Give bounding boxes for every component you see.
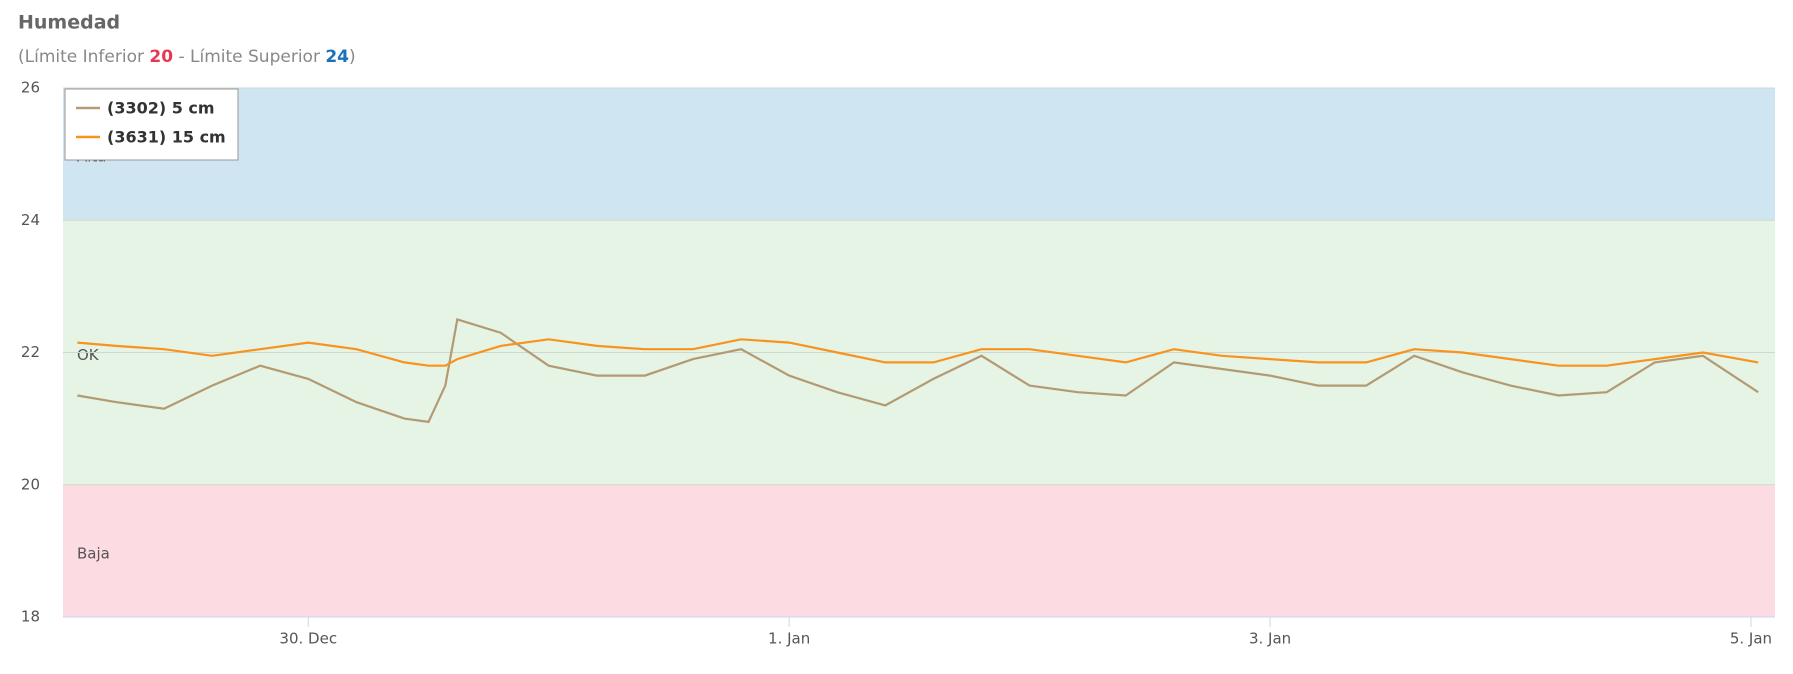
subtitle-suffix: ) [349, 47, 356, 67]
y-tick-label: 18 [21, 608, 40, 626]
y-tick-label: 20 [21, 475, 40, 493]
upper-limit: 24 [325, 47, 349, 67]
chart-title: Humedad [18, 12, 120, 34]
lower-limit: 20 [149, 47, 173, 67]
legend: (3302) 5 cm (3631) 15 cm [64, 88, 239, 161]
band-label: Baja [77, 544, 110, 562]
legend-label: (3631) 15 cm [107, 128, 226, 147]
y-tick-label: 22 [21, 343, 40, 361]
series-line [77, 317, 1759, 424]
series-line [77, 338, 1759, 367]
x-tick-label: 3. Jan [1249, 630, 1291, 648]
legend-box [64, 88, 239, 161]
chart-subtitle: (Límite Inferior 20 - Límite Superior 24… [18, 47, 356, 67]
y-tick-label: 26 [21, 79, 40, 97]
legend-label: (3302) 5 cm [107, 99, 215, 118]
x-tick-label: 30. Dec [279, 630, 337, 648]
x-tick-label: 5. Jan [1730, 630, 1772, 648]
subtitle-prefix: (Límite Inferior [18, 47, 144, 67]
y-tick-label: 24 [21, 211, 40, 229]
band-label: OK [77, 346, 100, 364]
plot-band [63, 88, 1775, 221]
plot-band [63, 484, 1775, 617]
subtitle-separator: - Límite Superior [178, 47, 319, 67]
x-tick-label: 1. Jan [768, 630, 810, 648]
